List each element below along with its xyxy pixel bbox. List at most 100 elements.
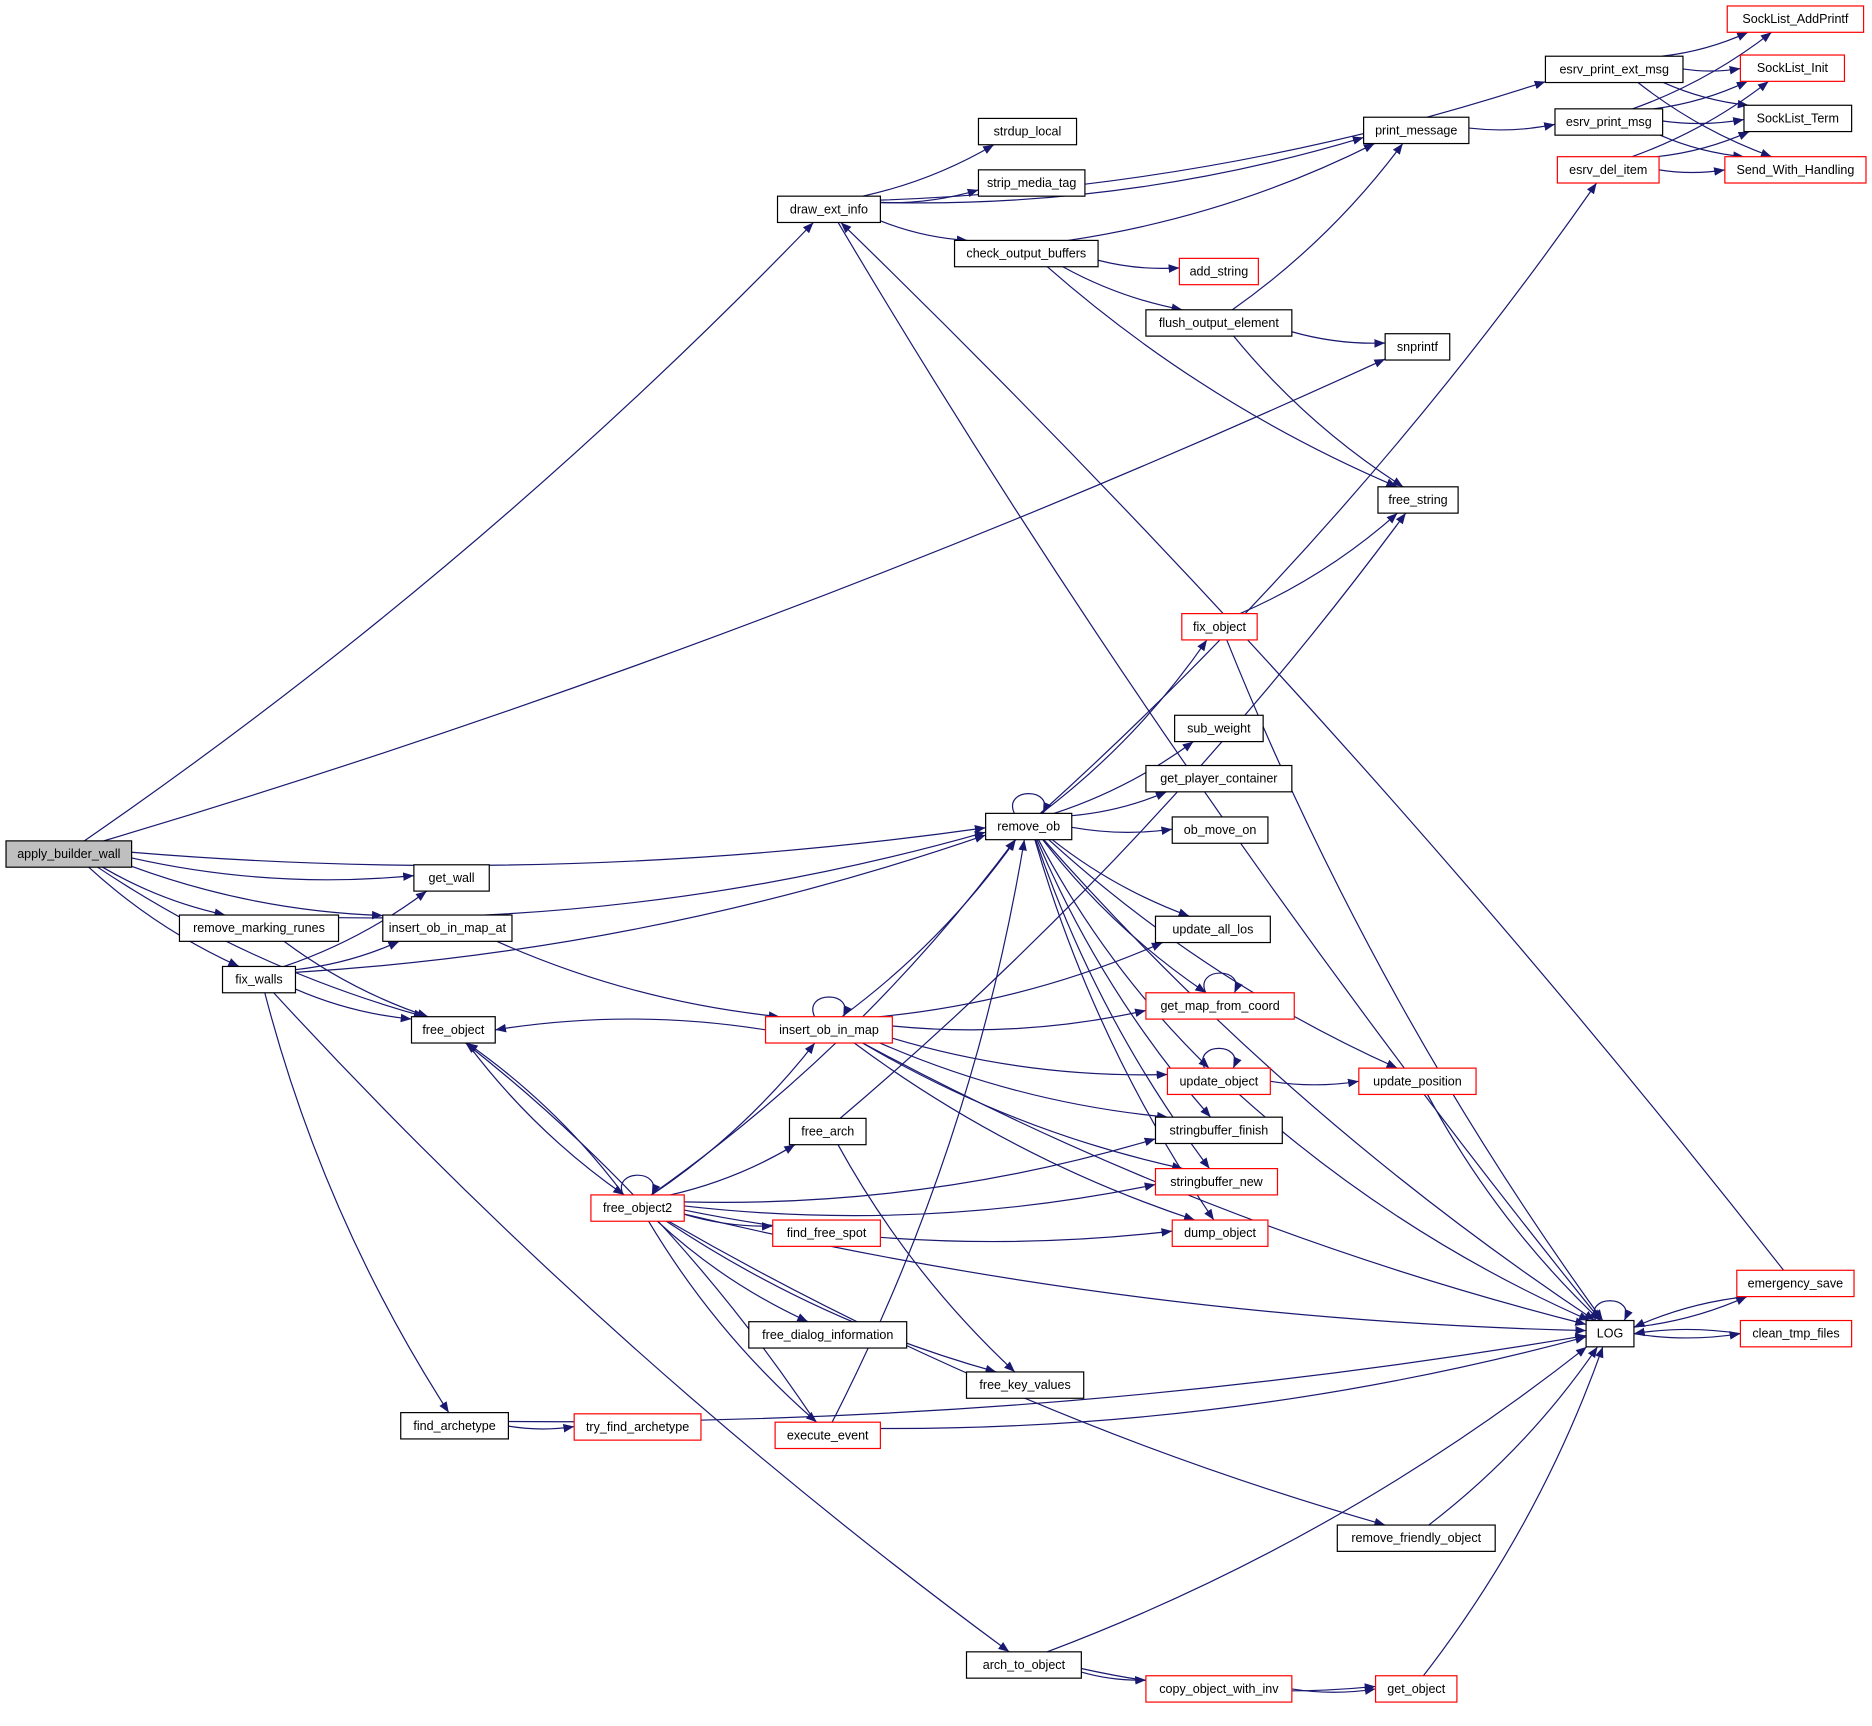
node-dump_object[interactable]: dump_object xyxy=(1171,1219,1269,1247)
node-box[interactable] xyxy=(1736,1269,1855,1298)
node-box[interactable] xyxy=(1145,992,1295,1020)
node-box[interactable] xyxy=(772,1219,881,1247)
node-update_all_los[interactable]: update_all_los xyxy=(1154,915,1271,944)
node-insert_ob_in_map_at[interactable]: insert_ob_in_map_at xyxy=(382,914,513,942)
node-box[interactable] xyxy=(985,812,1073,841)
node-draw_ext_info[interactable]: draw_ext_info xyxy=(776,195,881,224)
node-box[interactable] xyxy=(1726,5,1865,33)
node-get_player_container[interactable]: get_player_container xyxy=(1145,764,1293,793)
node-snprintf[interactable]: snprintf xyxy=(1384,333,1451,361)
node-LOG[interactable]: LOG xyxy=(1585,1319,1635,1348)
node-box[interactable] xyxy=(1739,1319,1853,1348)
node-box[interactable] xyxy=(977,117,1078,146)
node-sub_weight[interactable]: sub_weight xyxy=(1174,714,1264,743)
node-remove_friendly_object[interactable]: remove_friendly_object xyxy=(1336,1524,1496,1552)
node-box[interactable] xyxy=(965,1651,1082,1679)
node-arch_to_object[interactable]: arch_to_object xyxy=(965,1651,1082,1679)
node-execute_event[interactable]: execute_event xyxy=(774,1421,881,1450)
node-clean_tmp_files[interactable]: clean_tmp_files xyxy=(1739,1319,1853,1348)
node-box[interactable] xyxy=(1154,1168,1279,1196)
node-box[interactable] xyxy=(178,914,340,942)
node-box[interactable] xyxy=(5,840,133,868)
node-free_string[interactable]: free_string xyxy=(1377,486,1459,514)
node-get_map_from_coord[interactable]: get_map_from_coord xyxy=(1145,992,1295,1020)
node-box[interactable] xyxy=(1171,816,1269,844)
node-box[interactable] xyxy=(1145,309,1293,337)
node-stringbuffer_new[interactable]: stringbuffer_new xyxy=(1154,1168,1279,1196)
node-apply_builder_wall[interactable]: apply_builder_wall xyxy=(5,840,133,868)
node-box[interactable] xyxy=(1377,486,1459,514)
node-box[interactable] xyxy=(1174,714,1264,743)
node-esrv_del_item[interactable]: esrv_del_item xyxy=(1556,156,1660,184)
node-box[interactable] xyxy=(1585,1319,1635,1348)
node-box[interactable] xyxy=(1145,1675,1293,1703)
node-Send_With_Handling[interactable]: Send_With_Handling xyxy=(1724,156,1867,184)
node-box[interactable] xyxy=(221,965,297,994)
node-box[interactable] xyxy=(1154,915,1271,944)
node-box[interactable] xyxy=(1336,1524,1496,1552)
node-box[interactable] xyxy=(788,1117,867,1146)
node-fix_object[interactable]: fix_object xyxy=(1181,613,1258,641)
node-box[interactable] xyxy=(590,1194,685,1222)
node-update_object[interactable]: update_object xyxy=(1166,1067,1271,1096)
node-remove_ob[interactable]: remove_ob xyxy=(985,812,1073,841)
node-box[interactable] xyxy=(774,1421,881,1450)
node-box[interactable] xyxy=(1374,1675,1458,1703)
node-ob_move_on[interactable]: ob_move_on xyxy=(1171,816,1269,844)
node-box[interactable] xyxy=(1556,156,1660,184)
node-box[interactable] xyxy=(953,239,1099,268)
node-box[interactable] xyxy=(1358,1067,1477,1096)
node-box[interactable] xyxy=(1724,156,1867,184)
node-box[interactable] xyxy=(1145,764,1293,793)
node-flush_output_element[interactable]: flush_output_element xyxy=(1145,309,1293,337)
node-check_output_buffers[interactable]: check_output_buffers xyxy=(953,239,1099,268)
node-box[interactable] xyxy=(748,1321,908,1349)
node-fix_walls[interactable]: fix_walls xyxy=(221,965,297,994)
node-esrv_print_ext_msg[interactable]: esrv_print_ext_msg xyxy=(1544,55,1684,84)
node-box[interactable] xyxy=(1739,54,1846,82)
node-free_key_values[interactable]: free_key_values xyxy=(965,1371,1085,1399)
node-box[interactable] xyxy=(400,1412,509,1440)
node-box[interactable] xyxy=(1363,116,1470,145)
node-box[interactable] xyxy=(1743,104,1853,133)
node-strdup_local[interactable]: strdup_local xyxy=(977,117,1078,146)
node-strip_media_tag[interactable]: strip_media_tag xyxy=(977,169,1086,197)
node-SockList_Term[interactable]: SockList_Term xyxy=(1743,104,1853,133)
node-SockList_AddPrintf[interactable]: SockList_AddPrintf xyxy=(1726,5,1865,33)
node-box[interactable] xyxy=(410,1016,496,1044)
node-free_object[interactable]: free_object xyxy=(410,1016,496,1044)
node-box[interactable] xyxy=(1178,257,1259,286)
node-add_string[interactable]: add_string xyxy=(1178,257,1259,286)
node-box[interactable] xyxy=(1154,1116,1283,1145)
node-SockList_Init[interactable]: SockList_Init xyxy=(1739,54,1846,82)
node-box[interactable] xyxy=(573,1413,702,1441)
node-remove_marking_runes[interactable]: remove_marking_runes xyxy=(178,914,340,942)
node-free_object2[interactable]: free_object2 xyxy=(590,1194,685,1222)
node-box[interactable] xyxy=(965,1371,1085,1399)
node-get_wall[interactable]: get_wall xyxy=(413,864,490,892)
node-try_find_archetype[interactable]: try_find_archetype xyxy=(573,1413,702,1441)
node-box[interactable] xyxy=(1166,1067,1271,1096)
node-box[interactable] xyxy=(1181,613,1258,641)
node-insert_ob_in_map[interactable]: insert_ob_in_map xyxy=(764,1016,893,1044)
node-print_message[interactable]: print_message xyxy=(1363,116,1470,145)
node-box[interactable] xyxy=(1544,55,1684,84)
node-box[interactable] xyxy=(1171,1219,1269,1247)
node-copy_object_with_inv[interactable]: copy_object_with_inv xyxy=(1145,1675,1293,1703)
node-box[interactable] xyxy=(977,169,1086,197)
node-esrv_print_msg[interactable]: esrv_print_msg xyxy=(1554,108,1664,136)
node-box[interactable] xyxy=(1384,333,1451,361)
node-get_object[interactable]: get_object xyxy=(1374,1675,1458,1703)
node-update_position[interactable]: update_position xyxy=(1358,1067,1477,1096)
node-free_dialog_information[interactable]: free_dialog_information xyxy=(748,1321,908,1349)
node-box[interactable] xyxy=(764,1016,893,1044)
node-free_arch[interactable]: free_arch xyxy=(788,1117,867,1146)
node-emergency_save[interactable]: emergency_save xyxy=(1736,1269,1855,1298)
node-box[interactable] xyxy=(1554,108,1664,136)
node-box[interactable] xyxy=(382,914,513,942)
node-box[interactable] xyxy=(776,195,881,224)
node-box[interactable] xyxy=(413,864,490,892)
node-find_free_spot[interactable]: find_free_spot xyxy=(772,1219,881,1247)
node-stringbuffer_finish[interactable]: stringbuffer_finish xyxy=(1154,1116,1283,1145)
node-find_archetype[interactable]: find_archetype xyxy=(400,1412,509,1440)
